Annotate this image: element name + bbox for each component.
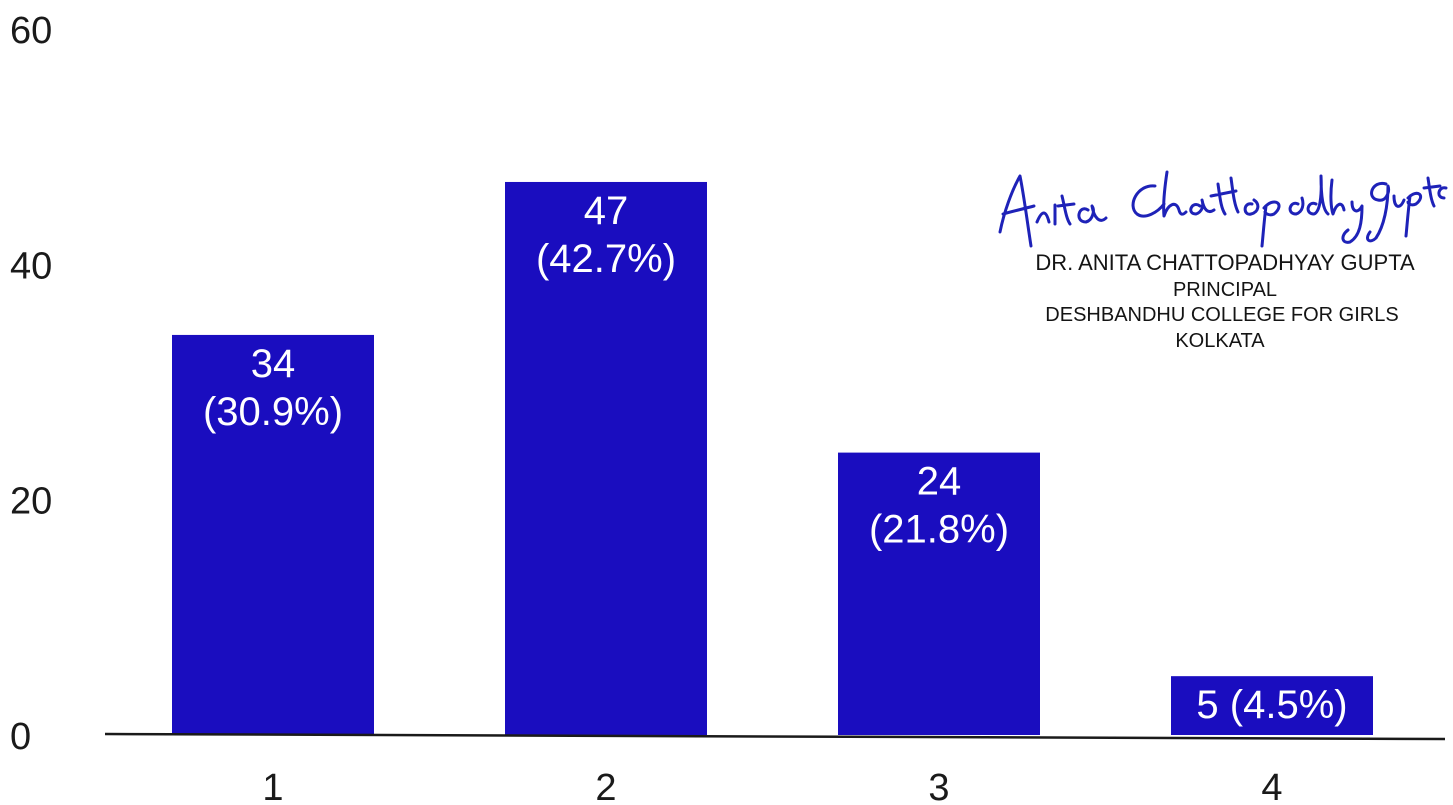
bar-data-label-2-value: 47 [584,189,629,233]
bar-3 [838,452,1040,735]
y-tick-label-0: 0 [10,716,31,758]
bar-data-label-2-percent: (42.7%) [536,237,676,281]
y-tick-label-20: 20 [10,481,52,523]
bar-data-label-3-value: 24 [917,460,962,504]
signature-title: PRINCIPAL [1173,279,1277,301]
bar-data-label-3-percent: (21.8%) [869,508,1009,552]
bar-data-label-4: 5 (4.5%) [1196,683,1347,727]
data-labels-layer: 34(30.9%) 47(42.7%) 24(21.8%) 5 (4.5%) [203,189,1348,727]
bar-2 [505,181,707,735]
bar-data-label-1-value: 34 [251,342,296,386]
y-axis-ticks: 0 20 40 60 [10,10,52,758]
x-tick-label-1: 1 [262,767,283,805]
bars-layer [172,181,1373,735]
signature-name: DR. ANITA CHATTOPADHYAY GUPTA [1035,250,1415,275]
bar-4 [1171,676,1373,735]
x-tick-label-3: 3 [928,767,949,805]
x-tick-label-4: 4 [1261,767,1282,805]
bar-1 [172,334,374,735]
bar-data-label-1-percent: (30.9%) [203,390,343,434]
x-axis-line [104,732,1446,741]
x-tick-label-2: 2 [595,767,616,805]
x-axis-ticks: 1 2 3 4 [262,767,1282,805]
signature-city: KOLKATA [1175,330,1265,352]
signature-stamp: DR. ANITA CHATTOPADHYAY GUPTA PRINCIPAL … [998,170,1448,352]
y-tick-label-40: 40 [10,245,52,287]
y-tick-label-60: 60 [10,10,52,52]
signature-institution: DESHBANDHU COLLEGE FOR GIRLS [1045,304,1398,326]
handwritten-signature [998,170,1448,248]
